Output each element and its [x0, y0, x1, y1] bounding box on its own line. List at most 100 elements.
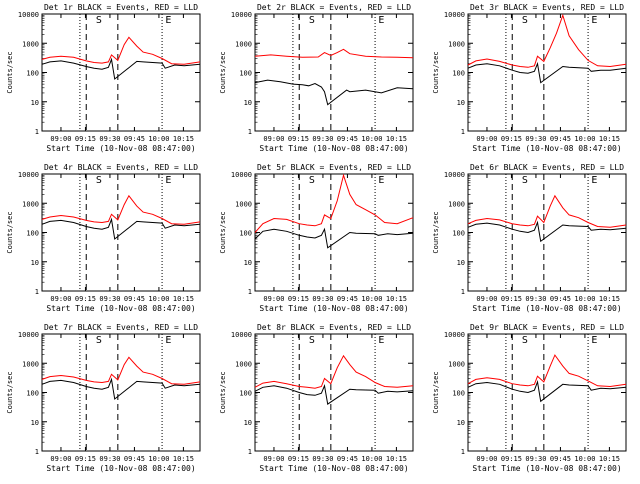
panel-title: Det 7r BLACK = Events, RED = LLD — [44, 323, 198, 332]
y-tick-label: 1 — [461, 128, 465, 136]
y-tick-label: 1 — [248, 128, 252, 136]
x-axis-label: Start Time (10-Nov-08 08:47:00) — [259, 144, 408, 153]
y-axis-label: Counts/sec — [432, 51, 440, 93]
panel-det-9: Det 9r BLACK = Events, RED = LLD 09:00 09:… — [432, 323, 627, 473]
y-axis-label: Counts/sec — [219, 51, 227, 93]
x-tick-label: 10:00 — [361, 295, 382, 303]
panel-title: Det 1r BLACK = Events, RED = LLD — [44, 3, 198, 12]
marker-s: S — [96, 15, 102, 26]
x-tick-label: 09:30 — [525, 295, 546, 303]
x-axis-label: Start Time (10-Nov-08 08:47:00) — [259, 464, 408, 473]
x-tick-label: 09:15 — [288, 455, 309, 463]
x-tick-label: 09:30 — [525, 455, 546, 463]
x-axis-label: Start Time (10-Nov-08 08:47:00) — [472, 304, 621, 313]
x-axis-label: Start Time (10-Nov-08 08:47:00) — [259, 304, 408, 313]
x-tick-label: 09:30 — [312, 135, 333, 143]
y-tick-label: 1 — [35, 448, 39, 456]
panel-det-3: Det 3r BLACK = Events, RED = LLD 09:00 09:… — [432, 3, 627, 153]
y-tick-label: 1000 — [22, 200, 39, 208]
marker-e: E — [165, 15, 171, 26]
series-events-line — [467, 220, 627, 243]
marker-e: E — [591, 335, 597, 346]
x-tick-label: 10:15 — [599, 135, 620, 143]
y-tick-label: 1000 — [235, 360, 252, 368]
y-tick-label: 1 — [248, 448, 252, 456]
series-lld-line — [254, 354, 414, 389]
marker-e: E — [378, 175, 384, 186]
series-events-line — [41, 217, 201, 240]
series-events-line — [41, 57, 201, 80]
panel-det-2: Det 2r BLACK = Events, RED = LLD 09:00 09:… — [219, 3, 414, 153]
marker-e: E — [165, 175, 171, 186]
plot-frame — [41, 173, 201, 292]
x-tick-label: 09:30 — [312, 455, 333, 463]
x-tick-label: 09:00 — [476, 135, 497, 143]
y-tick-label: 10 — [244, 99, 252, 107]
x-tick-label: 09:15 — [501, 135, 522, 143]
x-tick-label: 09:45 — [337, 455, 358, 463]
y-tick-label: 100 — [452, 70, 465, 78]
x-tick-label: 09:45 — [124, 455, 145, 463]
series-lld-line — [254, 48, 414, 59]
x-tick-label: 09:30 — [99, 455, 120, 463]
y-tick-label: 100 — [239, 230, 252, 238]
plot-frame — [254, 173, 414, 292]
y-tick-label: 100 — [26, 230, 39, 238]
marker-s: S — [309, 15, 315, 26]
series-lld-line — [467, 13, 627, 68]
y-tick-label: 10000 — [18, 171, 39, 179]
marker-s: S — [309, 335, 315, 346]
y-tick-label: 10 — [31, 419, 39, 427]
plot-frame — [467, 333, 627, 452]
x-tick-label: 09:00 — [263, 135, 284, 143]
series-events-line — [254, 79, 414, 106]
marker-s: S — [309, 175, 315, 186]
y-tick-label: 100 — [239, 390, 252, 398]
x-tick-label: 09:15 — [288, 135, 309, 143]
y-tick-label: 1000 — [235, 40, 252, 48]
x-tick-label: 10:00 — [361, 135, 382, 143]
x-tick-label: 09:45 — [550, 135, 571, 143]
marker-e: E — [591, 15, 597, 26]
x-tick-label: 09:15 — [75, 295, 96, 303]
y-tick-label: 10 — [457, 99, 465, 107]
y-tick-label: 10000 — [231, 171, 252, 179]
y-axis-label: Counts/sec — [219, 211, 227, 253]
y-tick-label: 10 — [457, 259, 465, 267]
series-lld-line — [254, 173, 414, 233]
series-lld-line — [467, 194, 627, 228]
x-axis-label: Start Time (10-Nov-08 08:47:00) — [46, 144, 195, 153]
plot-frame — [41, 13, 201, 132]
x-tick-label: 09:15 — [288, 295, 309, 303]
y-tick-label: 1 — [461, 288, 465, 296]
panel-det-7: Det 7r BLACK = Events, RED = LLD 09:00 09:… — [6, 323, 201, 473]
y-tick-label: 10000 — [18, 11, 39, 19]
panel-title: Det 4r BLACK = Events, RED = LLD — [44, 163, 198, 172]
series-lld-line — [467, 354, 627, 388]
y-tick-label: 10000 — [18, 331, 39, 339]
x-axis-label: Start Time (10-Nov-08 08:47:00) — [472, 464, 621, 473]
x-tick-label: 10:00 — [574, 295, 595, 303]
x-tick-label: 09:30 — [525, 135, 546, 143]
x-tick-label: 09:30 — [99, 135, 120, 143]
plot-frame — [254, 13, 414, 132]
x-tick-label: 09:15 — [75, 455, 96, 463]
x-tick-label: 09:00 — [476, 295, 497, 303]
panel-title: Det 9r BLACK = Events, RED = LLD — [470, 323, 624, 332]
marker-e: E — [378, 15, 384, 26]
y-tick-label: 100 — [452, 230, 465, 238]
x-tick-label: 09:30 — [312, 295, 333, 303]
y-tick-label: 10000 — [231, 11, 252, 19]
x-tick-label: 09:00 — [476, 455, 497, 463]
x-tick-label: 10:15 — [173, 135, 194, 143]
y-axis-label: Counts/sec — [219, 371, 227, 413]
y-tick-label: 1000 — [448, 360, 465, 368]
y-tick-label: 100 — [239, 70, 252, 78]
x-tick-label: 09:15 — [501, 455, 522, 463]
x-axis-label: Start Time (10-Nov-08 08:47:00) — [46, 304, 195, 313]
x-axis-label: Start Time (10-Nov-08 08:47:00) — [472, 144, 621, 153]
marker-s: S — [522, 175, 528, 186]
x-tick-label: 09:45 — [550, 295, 571, 303]
series-events-line — [467, 379, 627, 403]
